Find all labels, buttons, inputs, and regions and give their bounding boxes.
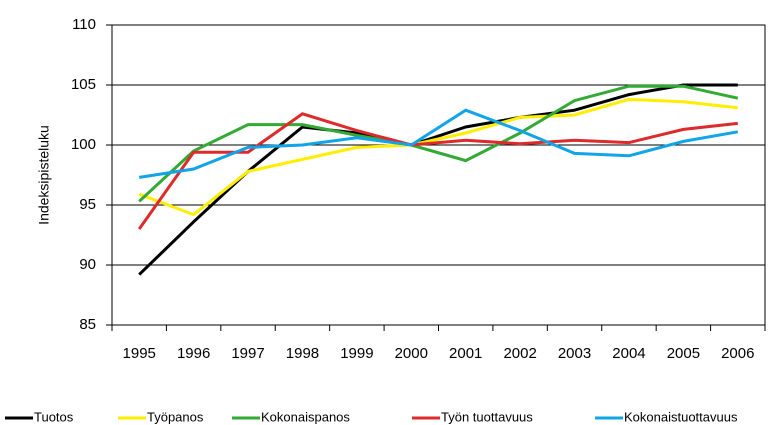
y-tick-label: 110 (72, 16, 96, 33)
x-tick-label: 1998 (286, 345, 319, 362)
y-tick-label: 95 (79, 196, 96, 213)
series-line (138, 84, 739, 203)
legend-label: Tuotos (34, 409, 74, 424)
series-line (138, 108, 739, 179)
legend-label: Työn tuottavuus (441, 409, 533, 424)
x-tick-label: 2004 (612, 345, 645, 362)
y-axis-label: Indeksipisteluku (36, 125, 52, 225)
legend-label: Kokonaistuottavuus (624, 409, 738, 424)
y-tick-label: 85 (79, 316, 96, 333)
x-tick-label: 2000 (395, 345, 428, 362)
y-tick-label: 105 (71, 76, 96, 93)
x-tick-label: 2001 (449, 345, 482, 362)
y-tick-label: 100 (71, 136, 96, 153)
y-tick-label: 90 (79, 256, 96, 273)
x-tick-label: 1995 (123, 345, 156, 362)
x-tick-label: 1999 (340, 345, 373, 362)
legend-label: Kokonaispanos (261, 409, 350, 424)
series-line (137, 112, 738, 230)
x-tick-label: 2003 (558, 345, 591, 362)
series-line (138, 83, 738, 276)
x-tick-label: 2005 (667, 345, 700, 362)
plot-border (111, 24, 766, 326)
x-tick-label: 1997 (231, 345, 264, 362)
x-tick-label: 2002 (503, 345, 536, 362)
x-tick-label: 2006 (721, 345, 754, 362)
x-tick-label: 1996 (177, 345, 210, 362)
series-line (138, 97, 738, 217)
legend-label: Työpanos (147, 409, 204, 424)
